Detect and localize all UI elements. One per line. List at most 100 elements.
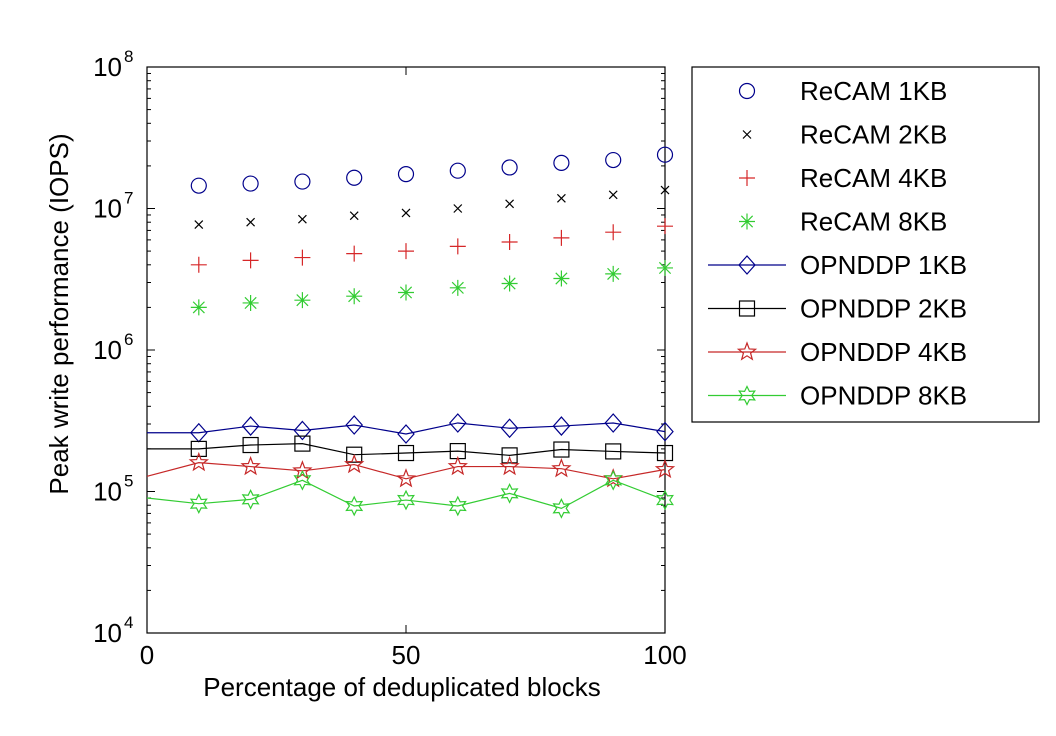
data-point [346,169,363,186]
data-point [605,265,622,282]
data-point [449,238,466,255]
data-point [499,455,520,476]
data-point [190,256,207,273]
legend-label: ReCAM 2KB [800,120,947,150]
data-point [449,279,466,296]
data-point [346,288,363,305]
data-point [398,284,414,301]
series-opnddp-8kb [146,469,674,519]
data-point [294,173,311,190]
series-recam-4kb [190,218,673,273]
data-point [553,154,570,172]
series-line [146,462,666,480]
data-point [294,249,311,266]
legend-item-opnddp-8kb: OPNDDP 8KB [708,381,967,411]
data-point [501,159,518,176]
data-point [241,489,260,510]
legend-label: OPNDDP 1KB [800,250,967,280]
data-point [654,458,676,479]
data-point [397,424,415,444]
data-point [604,469,623,491]
data-point [605,151,622,169]
data-point [553,229,570,246]
data-point [190,299,207,316]
legend-label: OPNDDP 2KB [800,294,967,324]
data-point [189,493,208,515]
plot-area [146,66,666,634]
data-point [605,443,622,460]
legend-item-recam-8kb: ReCAM 8KB [739,207,947,237]
y-tick-exponent: 6 [124,330,133,349]
legend: ReCAM 1KB ReCAM 2KB ReCAM 4KB ReCAM 8KB OPND… [691,66,1040,423]
data-point [293,469,312,491]
data-point [453,204,463,213]
data-point [401,208,411,218]
y-tick-label: 10 [93,335,122,365]
data-point [345,495,364,517]
legend-item-opnddp-2kb: OPNDDP 2KB [708,294,967,324]
legend-item-opnddp-4kb: OPNDDP 4KB [708,337,967,367]
data-point [349,211,359,221]
data-point [605,224,622,241]
data-point [608,190,618,200]
series-layer [146,146,676,519]
data-point [656,146,674,163]
data-point [449,162,466,179]
data-point [344,453,365,474]
series-line [147,422,666,435]
data-point [240,455,261,476]
data-point [346,245,363,262]
data-point [292,460,313,480]
data-point [448,495,467,517]
x-tick-label: 100 [643,640,686,670]
data-point [552,498,571,519]
x-tick-label: 0 [140,640,154,670]
data-point [656,421,674,442]
legend-label: OPNDDP 8KB [800,381,967,411]
y-tick-exponent: 4 [124,613,133,632]
y-tick-exponent: 8 [124,47,133,66]
y-tick-label: 10 [93,194,122,224]
legend-marker [738,385,756,406]
data-point [345,415,364,435]
data-point [397,166,415,183]
data-point [242,252,259,269]
data-point [190,440,207,458]
legend-item-recam-2kb: ReCAM 2KB [742,120,947,150]
data-point [501,447,518,464]
series-line [146,479,666,510]
data-point [242,436,259,454]
data-point [242,294,259,311]
data-point [656,489,674,511]
x-axis: 0 50 100 [140,67,687,670]
data-point [552,416,571,436]
y-tick-label: 10 [93,618,122,648]
data-point [194,220,204,229]
y-tick-exponent: 7 [124,189,133,208]
series-recam-2kb [194,185,670,229]
data-point [397,489,415,511]
data-point [553,270,570,287]
data-point [346,446,363,463]
data-point [505,199,515,209]
legend-marker [738,255,756,275]
y-tick-label: 10 [93,477,122,507]
y-axis-label: Peak write performance (IOPS) [44,133,74,494]
legend-item-recam-4kb: ReCAM 4KB [739,163,947,193]
data-point [500,418,519,439]
data-point [395,468,417,488]
data-point [604,413,623,433]
data-point [447,455,468,476]
data-point [657,218,673,235]
series-recam-1kb [190,146,674,194]
series-line [147,443,666,456]
legend-label: ReCAM 1KB [800,76,947,106]
data-point [242,175,259,192]
legend-marker [736,341,758,361]
data-point [294,292,311,309]
legend-item-recam-1kb: ReCAM 1KB [738,76,947,106]
legend-marker [739,213,755,230]
legend-marker [742,130,752,139]
